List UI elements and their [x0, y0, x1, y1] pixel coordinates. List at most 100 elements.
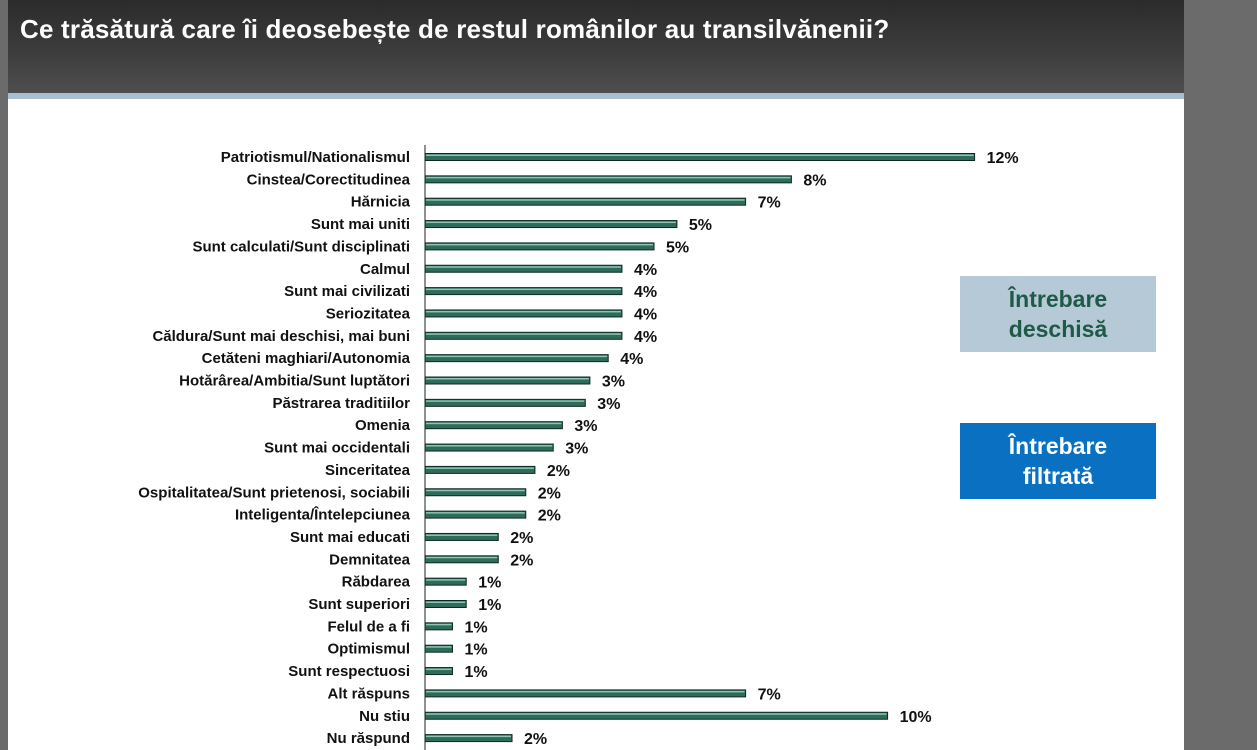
value-label: 4% [620, 351, 643, 368]
value-label: 3% [602, 374, 625, 391]
open-question-box: Întrebare deschisă [960, 276, 1156, 352]
page-title: Ce trăsătură care îi deosebește de restu… [20, 14, 890, 44]
value-label: 3% [565, 441, 588, 458]
value-label: 12% [987, 150, 1019, 167]
value-label: 7% [758, 686, 781, 703]
bar [424, 354, 609, 363]
bar [424, 331, 623, 340]
bar [424, 197, 747, 206]
bar-highlight [426, 176, 791, 179]
bar-highlight [426, 199, 745, 201]
slide: Ce trăsătură care îi deosebește de restu… [8, 0, 1184, 750]
category-label: Hărnicia [351, 194, 411, 211]
bar-highlight [426, 310, 621, 313]
category-label: Seriozitatea [326, 305, 411, 322]
category-label: Cinstea/Corectitudinea [247, 171, 411, 188]
bar-highlight [426, 713, 887, 715]
value-label: 10% [900, 709, 932, 726]
bar [424, 398, 586, 407]
bar [424, 220, 678, 229]
bar-highlight [426, 333, 621, 335]
bar-highlight [426, 690, 745, 693]
value-label: 4% [634, 262, 657, 279]
category-label: Nu răspund [327, 730, 410, 747]
bar [424, 510, 527, 519]
value-label: 4% [634, 329, 657, 346]
bar-highlight [426, 378, 589, 380]
right-margin [1184, 0, 1257, 750]
bar [424, 175, 792, 184]
value-label: 3% [597, 396, 620, 413]
category-label: Omenia [355, 417, 411, 434]
value-label: 4% [634, 284, 657, 301]
value-label: 8% [803, 172, 826, 189]
value-label: 2% [538, 485, 561, 502]
bar-highlight [426, 154, 974, 156]
bar-highlight [426, 579, 466, 581]
bar [424, 287, 623, 296]
category-label: Păstrarea traditiilor [272, 395, 410, 412]
category-label: Optimismul [327, 641, 410, 658]
bar [424, 488, 527, 497]
title-bar: Ce trăsătură care îi deosebește de restu… [8, 0, 1184, 93]
value-label: 1% [478, 597, 501, 614]
bar-highlight [426, 601, 466, 603]
bar-highlight [426, 556, 498, 559]
bar [424, 532, 499, 541]
bar [424, 667, 453, 676]
bar [424, 689, 747, 698]
filtered-question-box: Întrebare filtrată [960, 423, 1156, 499]
bar [424, 711, 889, 720]
value-label: 1% [464, 642, 487, 659]
bar [424, 622, 453, 631]
value-label: 2% [510, 530, 533, 547]
value-label: 3% [574, 418, 597, 435]
bar-highlight [426, 243, 653, 246]
bar-highlight [426, 355, 608, 358]
bar-highlight [426, 288, 621, 291]
bar-highlight [426, 266, 621, 268]
value-label: 1% [478, 575, 501, 592]
bar-highlight [426, 512, 525, 514]
bar [424, 264, 623, 273]
value-label: 2% [510, 552, 533, 569]
bar-highlight [426, 735, 512, 738]
bar-highlight [426, 534, 498, 536]
value-label: 7% [758, 195, 781, 212]
category-label: Sunt mai civilizati [284, 283, 410, 300]
value-label: 2% [524, 731, 547, 748]
category-label: Hotărârea/Ambitia/Sunt luptători [179, 373, 410, 390]
filtered-question-line-1: Întrebare [1008, 433, 1108, 459]
open-question-line-2: deschisă [1008, 316, 1108, 342]
bar-highlight [426, 467, 534, 469]
category-label: Demnitatea [329, 551, 411, 568]
category-label: Alt răspuns [327, 685, 410, 702]
category-label: Sunt calculati/Sunt disciplinati [192, 238, 410, 255]
value-label: 2% [538, 508, 561, 525]
bar [424, 555, 499, 564]
category-label: Sunt mai uniti [311, 216, 410, 233]
category-label: Ospitalitatea/Sunt prietenosi, sociabili [138, 484, 410, 501]
bar [424, 600, 467, 608]
category-label: Nu stiu [359, 708, 410, 725]
value-label: 1% [464, 664, 487, 681]
category-label: Răbdarea [342, 574, 411, 591]
category-label: Căldura/Sunt mai deschisi, mai buni [152, 328, 410, 345]
bar-highlight [426, 668, 452, 671]
filtered-question-line-2: filtrată [1022, 463, 1094, 489]
value-label: 1% [464, 619, 487, 636]
category-label: Cetăteni maghiari/Autonomia [202, 350, 411, 367]
category-label: Inteligenta/Întelepciunea [235, 506, 411, 524]
bar-highlight [426, 400, 585, 402]
open-question-line-1: Întrebare [1008, 286, 1108, 312]
category-label: Sunt mai educati [290, 529, 410, 546]
bar [424, 465, 536, 474]
bar [424, 577, 467, 586]
value-label: 5% [689, 217, 712, 234]
category-label: Calmul [360, 261, 410, 278]
category-label: Sunt mai occidentali [264, 440, 410, 457]
bar [424, 242, 655, 251]
bar-highlight [426, 623, 452, 626]
value-label: 2% [547, 463, 570, 480]
bar [424, 153, 976, 161]
